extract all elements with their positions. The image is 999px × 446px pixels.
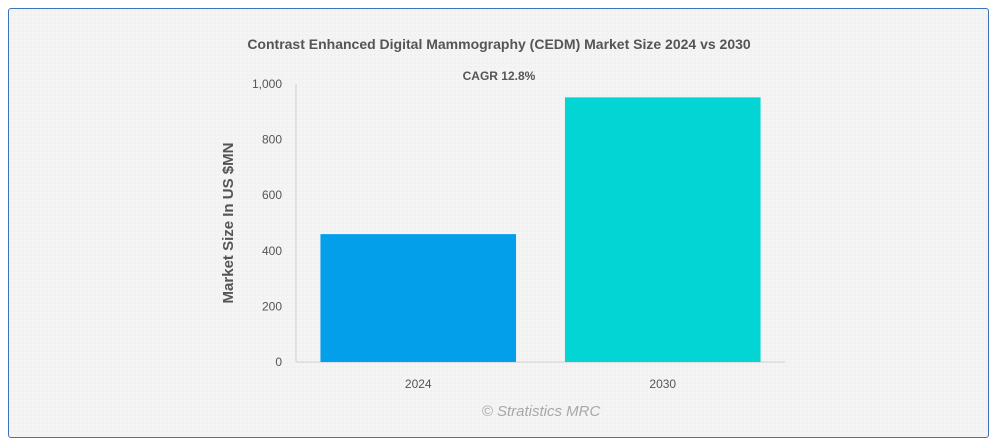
y-tick-label: 800: [262, 133, 282, 147]
x-tick-label: 2024: [405, 377, 432, 391]
y-tick-label: 200: [262, 299, 282, 313]
bars: [320, 97, 761, 363]
bar-2030[interactable]: [564, 97, 761, 363]
x-tick-label: 2030: [649, 377, 676, 391]
watermark: © Stratistics MRC: [482, 403, 601, 420]
y-axis-label: Market Size In US $MN: [220, 143, 237, 304]
chart-title: Contrast Enhanced Digital Mammography (C…: [247, 36, 751, 52]
y-axis-ticks: 0 200 400 600 800 1,000: [252, 77, 282, 369]
bar-2024[interactable]: [320, 234, 517, 362]
cagr-annotation: CAGR 12.8%: [463, 69, 536, 83]
y-tick-label: 1,000: [252, 77, 282, 91]
y-tick-label: 600: [262, 188, 282, 202]
x-axis-ticks: 2024 2030: [405, 377, 677, 391]
y-tick-label: 0: [275, 355, 282, 369]
chart-frame: [8, 8, 989, 438]
y-tick-label: 400: [262, 244, 282, 258]
